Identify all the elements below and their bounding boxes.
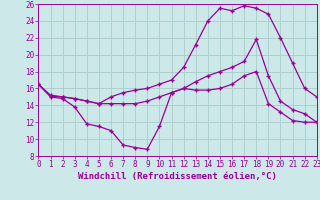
X-axis label: Windchill (Refroidissement éolien,°C): Windchill (Refroidissement éolien,°C) xyxy=(78,172,277,181)
